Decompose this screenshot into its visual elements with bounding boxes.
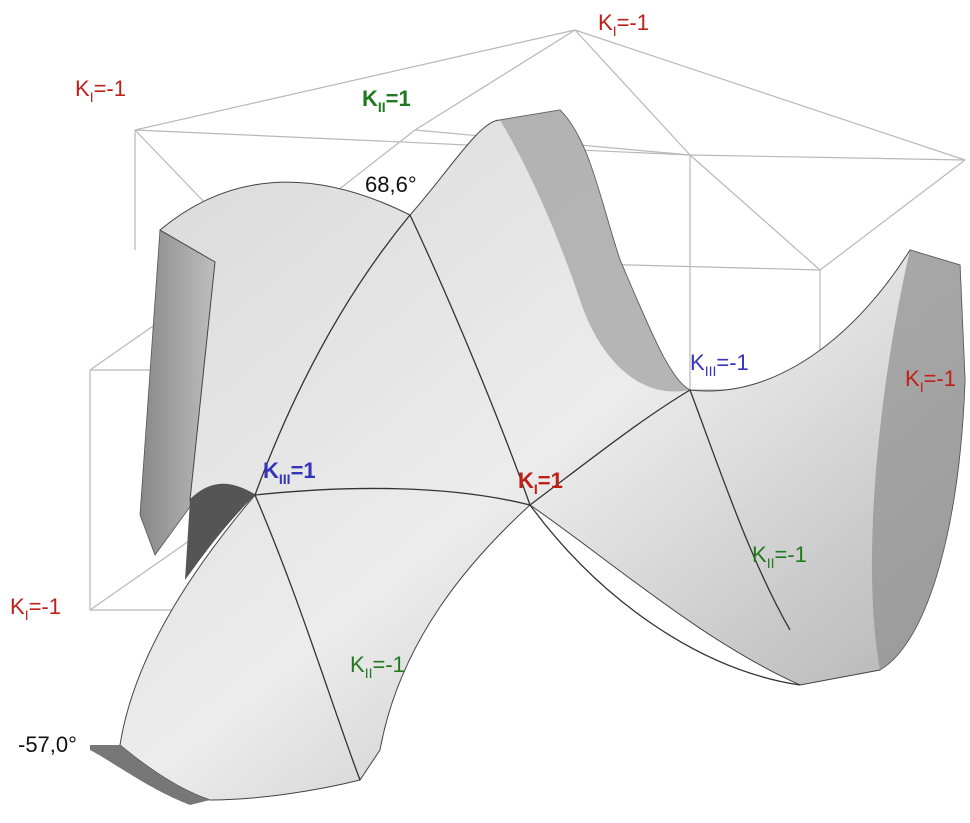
surface-diagram: KI=-1 KI=-1 KII=1 68,6° KIII=-1 KI=-1 KI… xyxy=(0,0,970,823)
label: KI=-1 xyxy=(75,76,126,105)
label: KIII=-1 xyxy=(690,350,749,379)
label: KI=-1 xyxy=(10,594,61,623)
label: KI=1 xyxy=(518,468,563,497)
label: KII=1 xyxy=(362,86,411,115)
label: KI=-1 xyxy=(598,10,649,39)
surface xyxy=(90,110,965,805)
angle-label: -57,0° xyxy=(18,732,77,757)
label: KII=-1 xyxy=(350,652,405,681)
label: KI=-1 xyxy=(905,366,956,395)
label: KII=-1 xyxy=(752,542,807,571)
angle-label: 68,6° xyxy=(365,172,417,197)
